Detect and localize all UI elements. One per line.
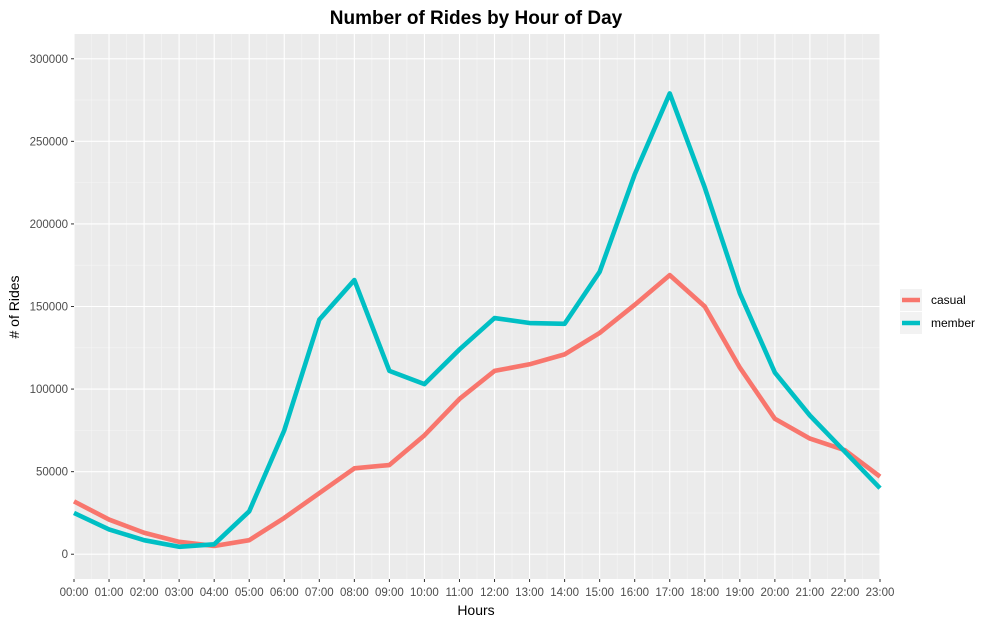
x-tick-label: 18:00: [690, 587, 719, 599]
chart-title: Number of Rides by Hour of Day: [330, 8, 623, 29]
x-tick-label: 02:00: [130, 587, 159, 599]
x-tick-label: 17:00: [655, 587, 684, 599]
x-tick-label: 20:00: [760, 587, 789, 599]
x-tick-label: 16:00: [620, 587, 649, 599]
x-tick-label: 15:00: [585, 587, 614, 599]
x-tick-label: 00:00: [60, 587, 89, 599]
x-tick-label: 08:00: [340, 587, 369, 599]
y-tick-label: 50000: [36, 467, 68, 479]
y-tick-label: 250000: [30, 136, 68, 148]
x-tick-label: 06:00: [270, 587, 299, 599]
series-line-member: [73, 91, 882, 550]
y-tick-label: 300000: [30, 54, 68, 66]
x-tick-label: 09:00: [375, 587, 404, 599]
x-tick-label: 07:00: [305, 587, 334, 599]
y-tick-label: 200000: [30, 219, 68, 231]
x-tick-label: 19:00: [725, 587, 754, 599]
x-axis: 00:00 01:00 02:00 03:00 04:00 05:00 06:00 07:00…: [60, 579, 895, 599]
x-tick-label: 23:00: [866, 587, 895, 599]
x-tick-label: 22:00: [831, 587, 860, 599]
x-tick-label: 11:00: [446, 587, 474, 599]
legend: casual member: [900, 289, 975, 334]
x-tick-label: 01:00: [95, 587, 124, 599]
x-axis-title: Hours: [457, 602, 494, 618]
x-tick-label: 13:00: [515, 587, 544, 599]
x-tick-label: 05:00: [235, 587, 264, 599]
x-tick-label: 10:00: [410, 587, 439, 599]
legend-label-casual: casual: [931, 293, 966, 307]
y-tick-label: 150000: [30, 302, 68, 314]
x-tick-label: 03:00: [165, 587, 194, 599]
x-tick-label: 04:00: [200, 587, 229, 599]
x-tick-label: 14:00: [550, 587, 579, 599]
series-lines: [72, 91, 882, 550]
legend-label-member: member: [931, 316, 975, 330]
y-tick-label: 0: [62, 549, 68, 561]
y-axis: 0 50000 100000 150000 200000 250000 300000: [30, 54, 74, 561]
x-tick-label: 12:00: [480, 587, 509, 599]
y-axis-title: # of Rides: [6, 275, 22, 338]
y-tick-label: 100000: [30, 384, 68, 396]
x-tick-label: 21:00: [796, 587, 825, 599]
